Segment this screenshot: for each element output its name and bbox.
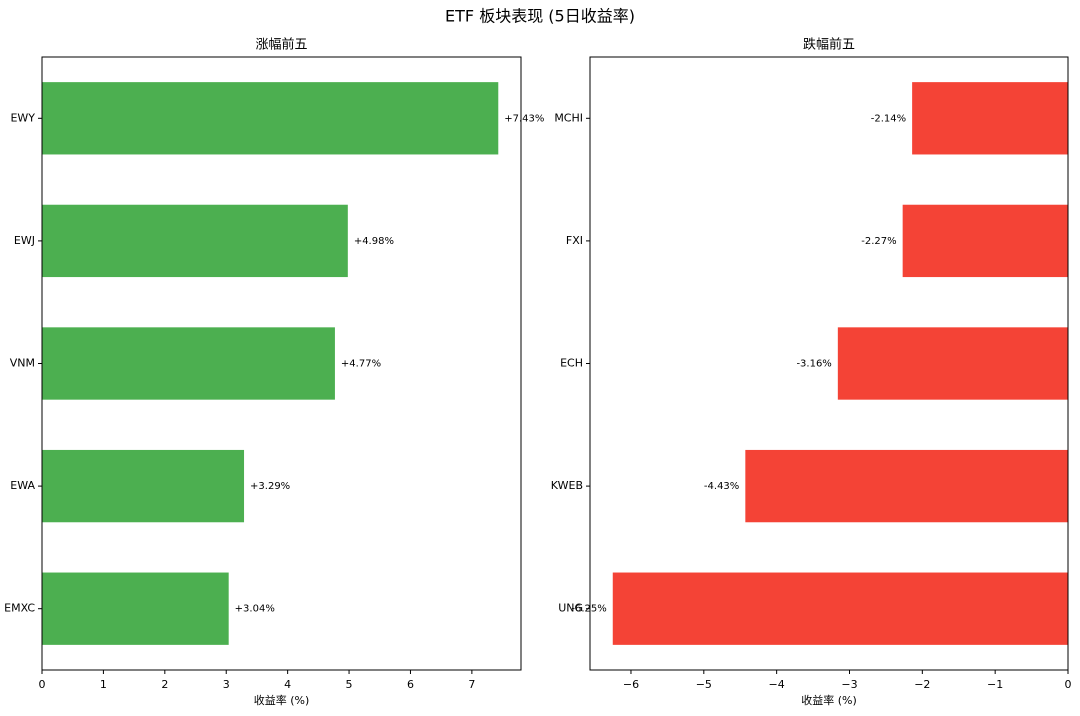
subplot-title: 跌幅前五 bbox=[803, 37, 855, 53]
value-label: +7.43% bbox=[504, 113, 544, 124]
y-tick-label: FXI bbox=[566, 234, 583, 247]
x-tick-label: −4 bbox=[769, 678, 785, 691]
bar bbox=[612, 572, 1068, 645]
bar bbox=[42, 204, 348, 278]
value-label: -3.16% bbox=[796, 359, 831, 370]
value-label: +4.98% bbox=[354, 236, 394, 247]
x-tick-label: 0 bbox=[39, 678, 46, 691]
chart-title: ETF 板块表现 (5日收益率) bbox=[445, 7, 635, 26]
x-tick-label: 2 bbox=[161, 678, 168, 691]
x-tick-label: −5 bbox=[696, 678, 712, 691]
value-label: +3.04% bbox=[235, 604, 275, 615]
y-tick-label: EWA bbox=[10, 479, 35, 492]
axes-frame bbox=[589, 56, 1069, 671]
x-tick-label: 1 bbox=[100, 678, 107, 691]
y-tick-label: VNM bbox=[10, 357, 35, 370]
axes-frame bbox=[41, 56, 522, 671]
x-tick-label: 0 bbox=[1065, 678, 1072, 691]
value-label: -4.43% bbox=[704, 481, 739, 492]
x-tick-label: −3 bbox=[841, 678, 857, 691]
x-tick-label: 3 bbox=[223, 678, 230, 691]
bar bbox=[902, 204, 1068, 278]
x-tick-label: −2 bbox=[914, 678, 930, 691]
x-tick-label: −1 bbox=[987, 678, 1003, 691]
y-tick-label: EWY bbox=[10, 111, 35, 124]
value-label: -6.25% bbox=[571, 604, 606, 615]
x-tick-label: 5 bbox=[346, 678, 353, 691]
bar bbox=[42, 327, 335, 400]
y-tick-label: MCHI bbox=[554, 111, 583, 124]
subplot-title: 涨幅前五 bbox=[255, 37, 307, 53]
y-tick-label: EMXC bbox=[4, 602, 35, 615]
bar bbox=[42, 449, 245, 523]
y-tick-label: EWJ bbox=[14, 234, 35, 247]
value-label: +3.29% bbox=[250, 481, 290, 492]
bar bbox=[912, 82, 1068, 155]
x-axis-label: 收益率 (%) bbox=[801, 693, 857, 707]
y-tick-label: ECH bbox=[560, 357, 583, 370]
x-tick-label: 6 bbox=[407, 678, 414, 691]
y-tick-label: UNG bbox=[558, 602, 583, 615]
value-label: -2.14% bbox=[871, 113, 906, 124]
bar bbox=[837, 327, 1068, 400]
x-tick-label: −6 bbox=[623, 678, 639, 691]
x-axis-label: 收益率 (%) bbox=[254, 693, 310, 707]
value-label: +4.77% bbox=[341, 359, 381, 370]
y-tick-label: KWEB bbox=[551, 479, 583, 492]
bar bbox=[42, 82, 499, 155]
bar bbox=[42, 572, 229, 645]
x-tick-label: 4 bbox=[284, 678, 291, 691]
value-label: -2.27% bbox=[861, 236, 896, 247]
x-tick-label: 7 bbox=[468, 678, 475, 691]
bar bbox=[745, 449, 1068, 523]
